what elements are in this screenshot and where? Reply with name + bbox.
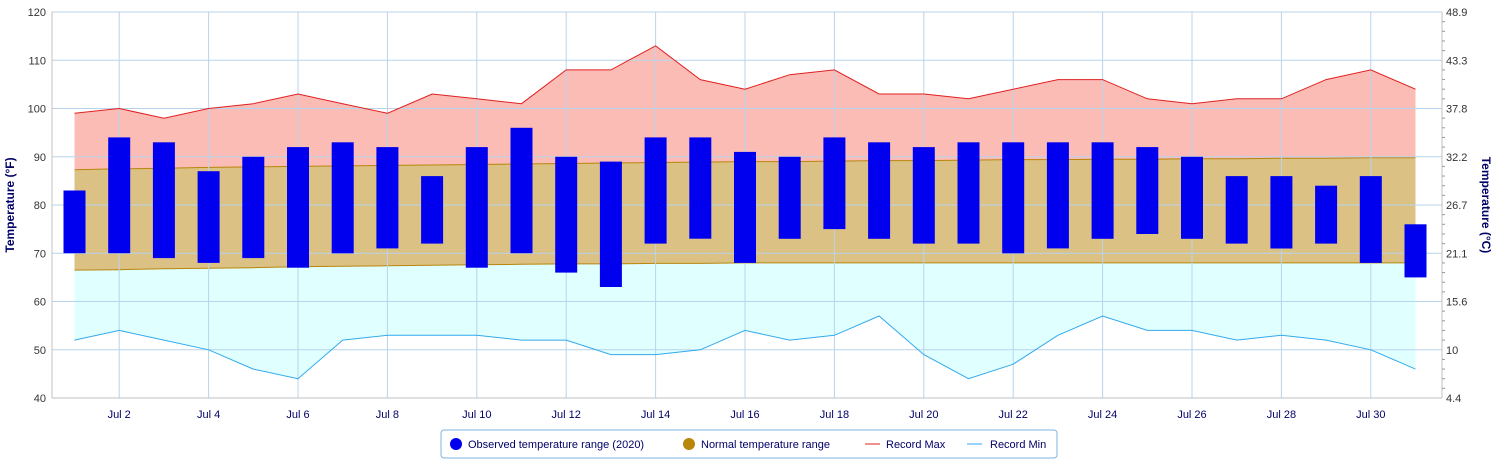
observed-bar-day-16 xyxy=(734,151,756,263)
observed-bar-day-26 xyxy=(1181,156,1203,239)
observed-bar-day-27 xyxy=(1225,176,1248,244)
observed-bar-day-8 xyxy=(376,147,399,249)
observed-bar-day-7 xyxy=(331,142,354,254)
legend-marker-normal xyxy=(683,438,695,450)
legend-label-normal: Normal temperature range xyxy=(701,439,830,451)
y-tick-label-left: 80 xyxy=(34,200,46,212)
legend-label-record-min: Record Min xyxy=(990,439,1046,451)
y-tick-label-left: 100 xyxy=(28,104,46,116)
x-tick-label: Jul 8 xyxy=(376,409,399,421)
y-tick-label-right: 4.4 xyxy=(1446,393,1461,405)
x-tick-label: Jul 14 xyxy=(641,409,670,421)
legend-label-observed: Observed temperature range (2020) xyxy=(468,439,644,451)
y-tick-label-right: 48.9 xyxy=(1446,7,1467,19)
legend-item-record-min[interactable]: Record Min xyxy=(967,439,1046,451)
y-tick-label-right: 32.2 xyxy=(1446,152,1467,164)
y-tick-label-left: 90 xyxy=(34,152,46,164)
observed-bar-day-2 xyxy=(108,137,131,254)
y-tick-label-left: 40 xyxy=(34,393,46,405)
legend-box xyxy=(440,429,1058,459)
y-tick-label-right: 21.1 xyxy=(1446,248,1467,260)
observed-bar-day-23 xyxy=(1046,142,1069,249)
y-tick-label-right: 37.8 xyxy=(1446,104,1467,116)
y-tick-label-right: 26.7 xyxy=(1446,200,1467,212)
observed-bar-day-3 xyxy=(152,142,175,259)
x-tick-label: Jul 22 xyxy=(999,409,1028,421)
observed-bar-day-19 xyxy=(868,142,891,239)
x-tick-label: Jul 20 xyxy=(909,409,938,421)
record-max-line xyxy=(74,45,1416,119)
x-tick-label: Jul 16 xyxy=(730,409,759,421)
legend-label-record-max: Record Max xyxy=(886,439,946,451)
observed-bar-day-29 xyxy=(1315,185,1338,244)
x-tick-label: Jul 30 xyxy=(1356,409,1385,421)
observed-bar-day-6 xyxy=(287,147,309,268)
observed-bars xyxy=(63,127,1427,287)
y-axis-title-right: Temperature (°C) xyxy=(1479,157,1493,254)
observed-bar-day-12 xyxy=(555,156,578,273)
record-lines xyxy=(74,45,1416,380)
observed-bar-day-21 xyxy=(957,142,980,244)
y-tick-label-left: 60 xyxy=(34,297,46,309)
observed-bar-day-28 xyxy=(1270,176,1293,249)
x-tick-label: Jul 4 xyxy=(197,409,220,421)
record-min-line xyxy=(74,315,1416,380)
observed-bar-day-25 xyxy=(1136,147,1159,234)
legend-item-observed[interactable]: Observed temperature range (2020) xyxy=(450,438,644,451)
y-tick-label-right: 10 xyxy=(1446,345,1458,357)
x-tick-label: Jul 2 xyxy=(108,409,131,421)
legend-item-record-max[interactable]: Record Max xyxy=(865,439,946,451)
axes: 40 50 60 70 80 90 100 110 120 4.4 10 15.6 21.1 26.7 32… xyxy=(28,7,1468,421)
x-tick-label: Jul 12 xyxy=(552,409,581,421)
observed-bar-day-15 xyxy=(689,137,712,239)
y-tick-label-left: 50 xyxy=(34,345,46,357)
y-tick-label-right: 15.6 xyxy=(1446,297,1467,309)
y-tick-label-left: 110 xyxy=(28,55,46,67)
observed-bar-day-22 xyxy=(1002,142,1025,254)
legend-item-normal[interactable]: Normal temperature range xyxy=(683,438,830,451)
observed-bar-day-24 xyxy=(1091,142,1114,239)
observed-bar-day-30 xyxy=(1359,176,1382,263)
y-tick-label-right: 43.3 xyxy=(1446,55,1467,67)
observed-bar-day-9 xyxy=(421,176,444,244)
x-tick-label: Jul 10 xyxy=(462,409,491,421)
observed-bar-day-10 xyxy=(465,147,488,268)
x-tick-label: Jul 26 xyxy=(1177,409,1206,421)
y-tick-label-left: 120 xyxy=(28,7,46,19)
y-axis-title-left: Temperature (°F) xyxy=(3,157,17,252)
legend: Observed temperature range (2020) Normal… xyxy=(440,429,1058,459)
observed-bar-day-4 xyxy=(197,171,220,263)
observed-bar-day-1 xyxy=(63,190,86,254)
x-tick-label: Jul 18 xyxy=(820,409,849,421)
x-tick-label: Jul 6 xyxy=(286,409,309,421)
observed-bar-day-31 xyxy=(1404,224,1427,278)
observed-bar-day-18 xyxy=(823,137,846,230)
x-tick-label: Jul 24 xyxy=(1088,409,1117,421)
x-tick-label: Jul 28 xyxy=(1267,409,1296,421)
observed-bar-day-5 xyxy=(242,156,265,259)
y-tick-label-left: 70 xyxy=(34,248,46,260)
legend-marker-observed xyxy=(450,438,462,450)
observed-bar-day-17 xyxy=(778,156,801,239)
observed-bar-day-20 xyxy=(912,147,935,244)
observed-bar-day-14 xyxy=(644,137,667,244)
observed-bar-day-13 xyxy=(599,161,622,287)
observed-bar-day-11 xyxy=(510,127,533,254)
